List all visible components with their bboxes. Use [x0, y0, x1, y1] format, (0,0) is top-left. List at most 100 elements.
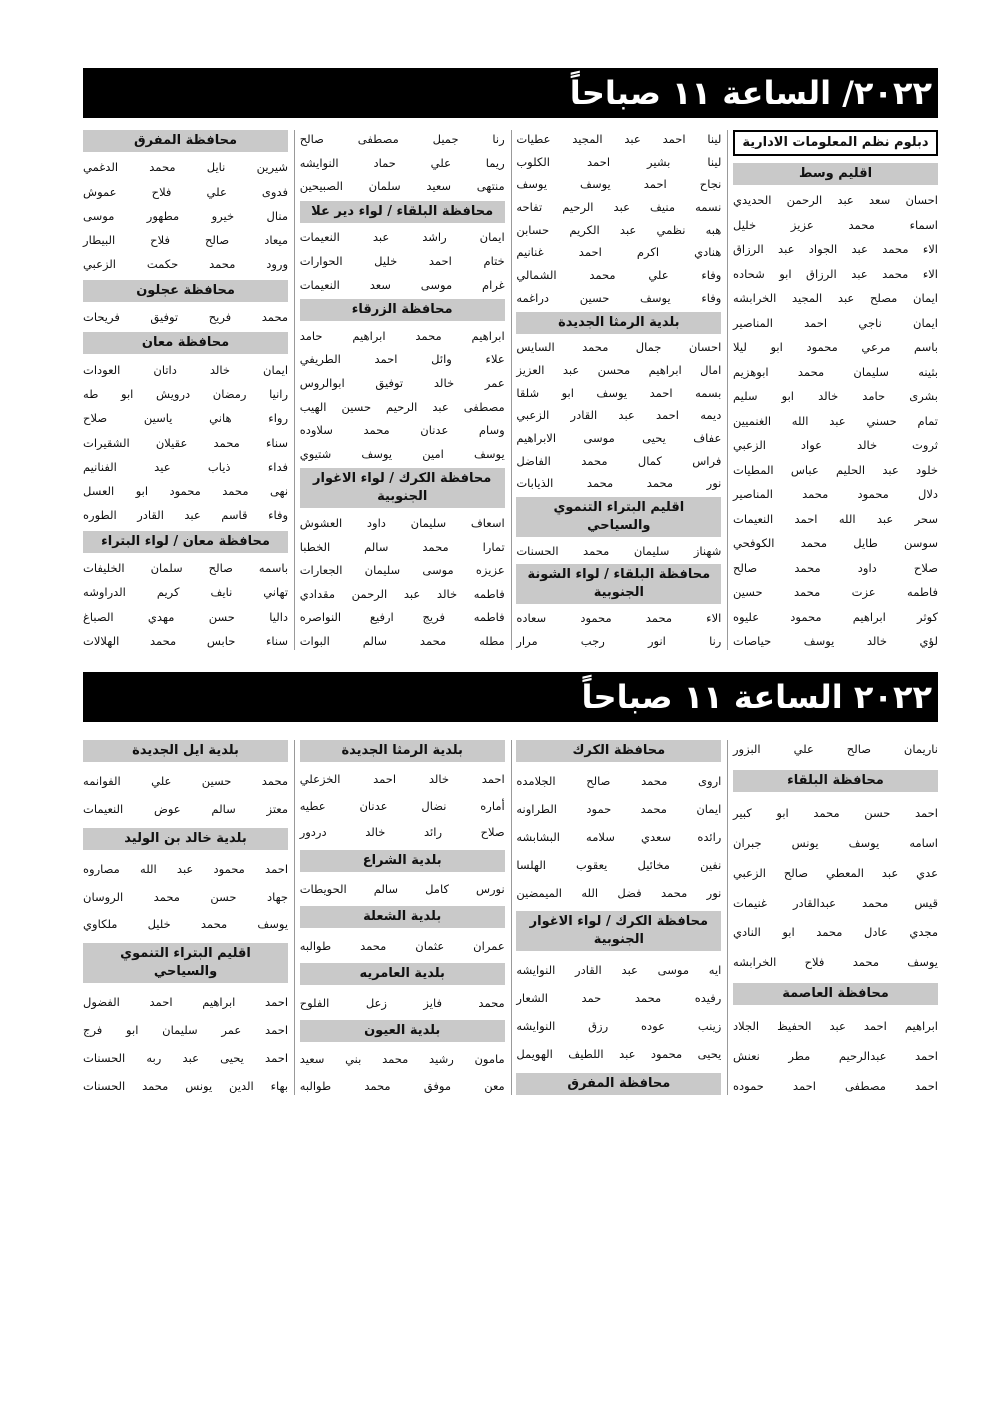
column: دبلوم نظم المعلومات الادارية اقليم وسط احس…	[733, 130, 938, 650]
name-row: أماره نضال عدنان عطيه	[299, 798, 505, 813]
column: بلدية ايل الجديدة محمد حسين علي الفوانمه م…	[83, 740, 296, 1095]
name-row: رائده سعدي سلامه البشابشه	[516, 829, 722, 844]
name-row: ابراهيم احمد عبد الحفيظ الجلاد	[733, 1019, 938, 1034]
name-row: منتهى سعيد سلمان الصبيحين	[299, 179, 505, 194]
name-row: عزيزه موسى سليمان الجعارات	[299, 563, 505, 578]
name-row: هبه نظمي عبد الكريم حسابن	[516, 222, 722, 237]
section-heading: بلدية الرمثا الجديدة	[299, 740, 505, 762]
name-row: فراس كمال محمد الفاضل	[516, 453, 722, 468]
name-row: احمد عمر سليمان ابو فرج	[83, 1023, 289, 1038]
name-row: اسامه يوسف يونس جبران	[733, 835, 938, 850]
name-row: وفاء يوسف حسين دراغمه	[516, 290, 722, 305]
name-row: احمد ابراهيم احمد الفضول	[83, 995, 289, 1010]
name-row: ايمان محمد حمود الطراونه	[516, 801, 722, 816]
section-heading: محافظة المفرق	[516, 1072, 722, 1095]
name-row: احسان جمال محمد السايس	[516, 340, 722, 355]
name-row: ايمان راشد عبد النعيمات	[299, 230, 505, 245]
column: لينا احمد عبد المجيد عطيات لينا بشير احمد…	[516, 130, 729, 650]
name-row: وفاء علي محمد الشمالي	[516, 268, 722, 283]
name-row: ايمان ناجي احمد المناصير	[733, 315, 938, 330]
name-row: غرام موسى سعد النعيمات	[299, 277, 505, 292]
name-row: اسماء محمد عزيز خليل	[733, 217, 938, 232]
name-row: بسمه احمد يوسف ابو شلقا	[516, 385, 722, 400]
section-heading: اقليم البتراء التنموي والسياحي	[516, 497, 722, 537]
name-row: باسمه صالح سلمان الخليفات	[83, 561, 289, 576]
name-row: ايه موسى عبد القادر النوايشه	[516, 963, 722, 978]
name-row: نفين مخائيل يعقوب الهلسا	[516, 857, 722, 872]
name-row: سحر عبد الله احمد النعيمات	[733, 511, 938, 526]
name-row: ناريمان صالح علي البزور	[733, 742, 938, 756]
name-row: خلود عبد الحليم عباس المطيات	[733, 462, 938, 477]
name-row: مطله محمد سالم البوات	[299, 633, 505, 648]
name-row: فدوى علي فلاح عموش	[83, 184, 289, 199]
name-row: نور محمد فضل الله الميمضين	[516, 885, 722, 900]
section-heading: بلدية الشعلة	[299, 906, 505, 929]
name-row: يحيى محمود عبد اللطيف الهويمل	[516, 1047, 722, 1062]
column: بلدية الرمثا الجديدة احمد خالد احمد الخزع…	[299, 740, 512, 1095]
section-heading: محافظة البلقاء	[733, 769, 938, 792]
name-row: نورس كامل سالم الحويطات	[299, 882, 505, 897]
section-heading: دبلوم نظم المعلومات الادارية	[733, 130, 938, 156]
name-row: محمد فريح توفيق فريحات	[83, 310, 289, 325]
section-heading: محافظة الزرقاء	[299, 299, 505, 322]
section-heading: محافظة عجلون	[83, 279, 289, 302]
name-row: معن موفق محمد طوالبه	[299, 1078, 505, 1093]
name-row: دلال محمود محمد المناصير	[733, 487, 938, 501]
name-row: لينا احمد عبد المجيد عطيات	[516, 132, 722, 146]
name-row: مامون رشيد محمد بني سعيد	[299, 1052, 505, 1067]
name-row: بشرى حامد خالد ابو سليم	[733, 389, 938, 403]
name-row: نهى محمد محمود ابو العسل	[83, 484, 289, 499]
name-row: تمام حسني عبد الله الغنميين	[733, 413, 938, 428]
name-row: محمد حسين علي الفوانمه	[83, 773, 289, 788]
section-heading: اقليم وسط	[733, 162, 938, 185]
name-row: ابراهيم محمد ابراهيم حامد	[299, 328, 505, 343]
name-row: احمد خالد احمد الخزعلي	[299, 772, 505, 787]
name-row: كوثر ابراهيم محمود عليوه	[733, 609, 938, 624]
name-row: نور محمد محمد الذيابات	[516, 476, 722, 491]
section-heading: محافظة الكرك / لواء الاغوار الجنوبية	[516, 911, 722, 952]
name-row: صلاح رائد خالد دردور	[299, 825, 505, 840]
section-heading: بلدية الرمثا الجديدة	[516, 311, 722, 334]
name-row: نجاح احمد يوسف يوسف	[516, 177, 722, 192]
columns: ناريمان صالح علي البزور محافظة البلقاء احم…	[83, 740, 938, 1095]
name-row: يوسف محمد خليل ملكاوي	[83, 917, 289, 932]
name-row: يوسف محمد فلاح الخرابشه	[733, 955, 938, 970]
name-row: تمارا محمد سالم الخطبا	[299, 539, 505, 554]
section-heading: محافظة معان / لواء البتراء	[83, 530, 289, 553]
name-row: عفاف يحيى موسى الابراهيم	[516, 430, 722, 445]
name-row: ايمان مصلح عبد المجيد الخرابشه	[733, 291, 938, 305]
name-row: الاء محمد عبد الجواد عبد الرزاق	[733, 242, 938, 256]
section: ٢٠٢٢/ الساعة ١١ صباحاً دبلوم نظم المعلوم…	[83, 68, 938, 650]
name-row: مجدي عادل محمد ابو النادي	[733, 925, 938, 940]
name-row: وفاء قاسم عبد القادر الطوره	[83, 508, 289, 523]
column: محافظة الكرك اروى محمد صالح الجلامده ايمان…	[516, 740, 729, 1095]
section-heading: بلدية خالد بن الوليد	[83, 827, 289, 850]
name-row: احمد محمود عبد الله مصاروه	[83, 861, 289, 876]
name-row: فاطمه فريج ارفيع النواصره	[299, 610, 505, 625]
name-row: رواء هاني ياسين صلاح	[83, 411, 289, 426]
name-row: محمد فايز زعل الفلوح	[299, 995, 505, 1010]
name-row: معتز سالم عوض النعيمات	[83, 801, 289, 816]
section-heading: محافظة معان	[83, 332, 289, 355]
name-row: اروى محمد صالح الجلامده	[516, 773, 722, 788]
name-row: صلاح داود محمد صالح	[733, 560, 938, 575]
name-row: رنا جميل مصطفى صالح	[299, 132, 505, 146]
column: رنا جميل مصطفى صالح ريما علي حماد النوايش…	[299, 130, 512, 650]
section: ٢٠٢٢ الساعة ١١ صباحاً ناريمان صالح علي ا…	[83, 672, 938, 1095]
name-row: علاء وائل احمد الطريفي	[299, 352, 505, 367]
name-row: زينب عوده رزق النوايشه	[516, 1019, 722, 1034]
name-row: فاطمه خالد عبد الرحمن مقدادي	[299, 586, 505, 601]
name-row: احمد مصطفى احمد حموده	[733, 1078, 938, 1093]
name-row: امال ابراهيم محسن عبد العزيز	[516, 362, 722, 377]
section-heading: محافظة المفرق	[83, 130, 289, 152]
section-heading: محافظة العاصمة	[733, 983, 938, 1006]
section-heading: بلدية الشراع	[299, 849, 505, 872]
name-row: الاء محمد عبد الرزاق ابو شحاده	[733, 266, 938, 281]
name-row: احمد عبدالرحيم مطر نعنش	[733, 1049, 938, 1064]
name-row: ختام احمد خليل الحوارات	[299, 253, 505, 268]
name-row: فاطمه عزت محمد حسين	[733, 585, 938, 599]
name-row: منال خيرو مطهور موسى	[83, 208, 289, 223]
column: ناريمان صالح علي البزور محافظة البلقاء احم…	[733, 740, 938, 1095]
name-row: تهاني نايف كريم الدراوشه	[83, 585, 289, 600]
name-row: لينا بشير احمد الكلوب	[516, 154, 722, 169]
